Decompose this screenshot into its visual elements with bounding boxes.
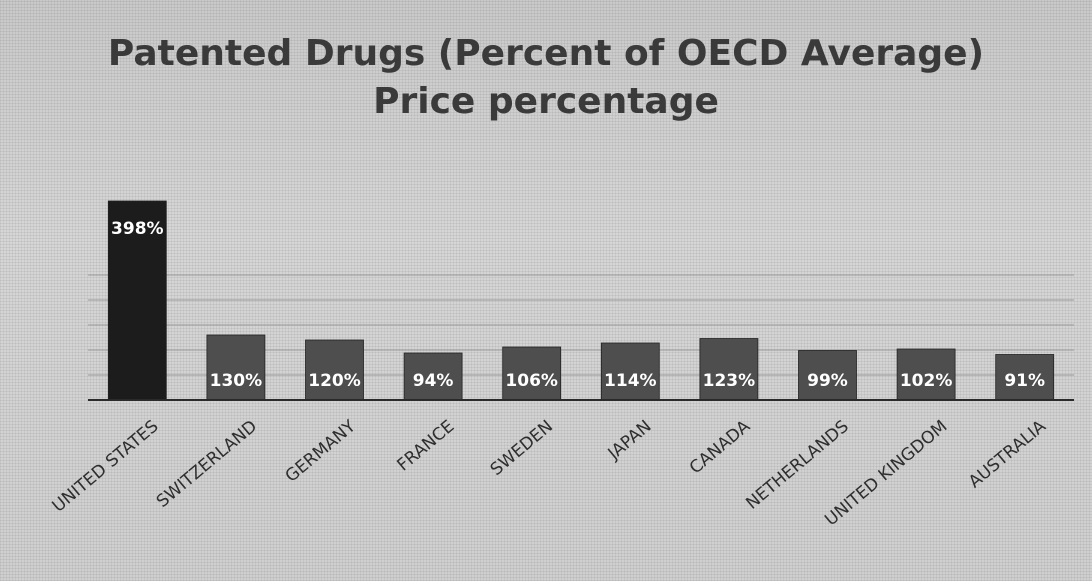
chart-subtitle: Price percentage	[373, 81, 719, 122]
data-label: 130%	[210, 371, 263, 391]
data-label: 114%	[604, 371, 657, 391]
bar-germany	[305, 339, 364, 401]
data-label: 102%	[900, 371, 953, 391]
data-label: 91%	[1004, 371, 1045, 391]
bar-switzerland	[206, 334, 266, 401]
data-label: 123%	[703, 371, 756, 391]
chart-title: Patented Drugs (Percent of OECD Average)…	[0, 30, 1092, 126]
bar-united-states	[107, 200, 167, 401]
bar-netherlands	[798, 350, 857, 401]
chart-title-line: Patented Drugs (Percent of OECD Average)	[107, 33, 985, 74]
bar-united-kingdom	[896, 348, 956, 401]
category-label: GERMANY	[282, 416, 361, 486]
category-label: CANADA	[686, 416, 754, 478]
data-label: 99%	[807, 371, 848, 391]
category-label: FRANCE	[393, 417, 458, 476]
category-label: SWITZERLAND	[153, 417, 261, 512]
bar-france	[403, 352, 463, 401]
category-label: JAPAN	[604, 417, 656, 465]
category-label: NETHERLANDS	[742, 417, 852, 514]
category-label: SWEDEN	[487, 417, 557, 480]
bar-japan	[600, 342, 660, 401]
category-label: UNITED STATES	[49, 417, 163, 517]
category-label: AUSTRALIA	[965, 416, 1050, 492]
data-label: 94%	[413, 371, 454, 391]
bar-sweden	[502, 346, 562, 401]
bar-australia	[995, 354, 1055, 401]
data-label: 106%	[505, 371, 558, 391]
data-label: 398%	[111, 219, 164, 239]
data-label: 120%	[308, 371, 361, 391]
bar-canada	[699, 338, 759, 401]
